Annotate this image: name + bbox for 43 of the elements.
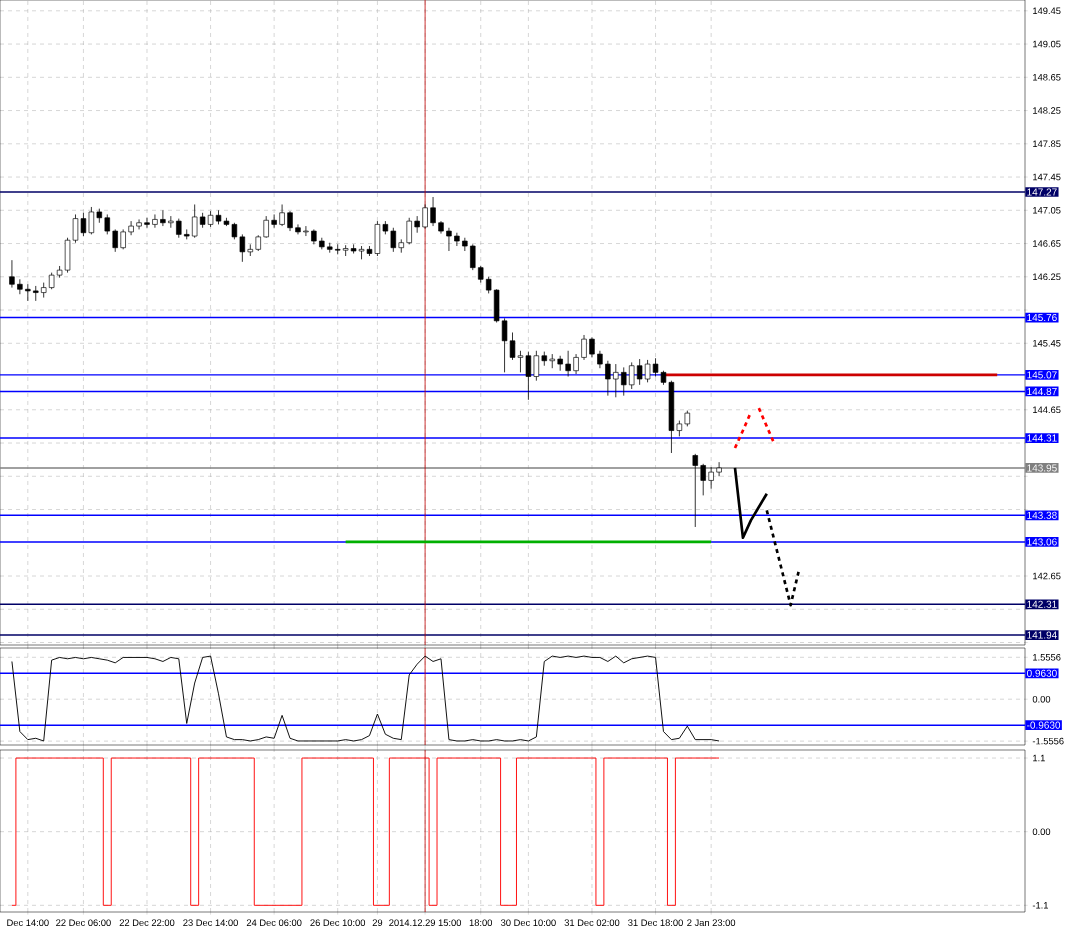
ref-line-label: 144.87 (1027, 387, 1057, 396)
y-tick-label: 1.1 (1033, 754, 1045, 762)
x-tick-label: 22 Dec 06:00 (56, 919, 111, 926)
ref-line-label: 143.06 (1027, 538, 1057, 546)
y-tick-label: 148.65 (1033, 74, 1061, 81)
y-tick-label: -1.1 (1032, 902, 1049, 909)
y-tick-label: 149.45 (1033, 7, 1061, 15)
x-tick-label: 31 Dec 18:00 (628, 919, 683, 926)
x-tick-label: 29 (372, 919, 383, 926)
y-tick-label: 146.25 (1033, 273, 1061, 281)
ref-line-label: 143.38 (1027, 511, 1057, 519)
x-tick-label: 18:00 (469, 919, 493, 926)
y-tick-label: 147.85 (1033, 140, 1061, 148)
x-tick-label: 2 Jan 23:00 (687, 919, 736, 926)
x-tick-label: 24 Dec 06:00 (246, 919, 302, 926)
x-tick-label: 22 Dec 22:00 (119, 919, 175, 926)
ref-line-label: 145.76 (1027, 313, 1057, 322)
ref-line-label: 142.31 (1027, 600, 1057, 608)
x-tick-label: Dec 14:00 (7, 919, 49, 926)
y-tick-label: 148.25 (1033, 107, 1061, 114)
x-tick-label: 30 Dec 10:00 (500, 919, 556, 926)
ref-line-label: 144.31 (1027, 434, 1057, 442)
y-tick-label: 144.65 (1033, 406, 1061, 414)
y-tick-label: 0.00 (1032, 828, 1051, 835)
x-tick-label: 2014.12.29 15:00 (389, 919, 462, 926)
ref-line-label: 143.95 (1027, 464, 1057, 472)
ref-line-label: -0.9630 (1027, 721, 1061, 729)
y-tick-label: 0.00 (1032, 695, 1051, 703)
y-tick-label: -1.5556 (1032, 737, 1064, 745)
ref-line-label: 147.27 (1027, 188, 1057, 196)
y-tick-label: 1.5556 (1033, 654, 1061, 661)
x-tick-label: 23 Dec 14:00 (183, 919, 238, 926)
ref-line-label: 141.94 (1027, 631, 1057, 639)
ref-line-label: 145.07 (1027, 371, 1057, 379)
ref-line-label: 0.9630 (1027, 669, 1057, 677)
x-tick-label: 26 Dec 10:00 (310, 919, 366, 926)
y-tick-label: 145.45 (1033, 340, 1061, 347)
y-tick-label: 149.05 (1033, 40, 1061, 48)
y-tick-label: 142.65 (1033, 572, 1061, 580)
y-tick-label: 146.65 (1033, 240, 1061, 247)
x-tick-label: 31 Dec 02:00 (564, 919, 620, 926)
y-tick-label: 147.45 (1033, 173, 1061, 181)
y-tick-label: 147.05 (1033, 207, 1061, 214)
